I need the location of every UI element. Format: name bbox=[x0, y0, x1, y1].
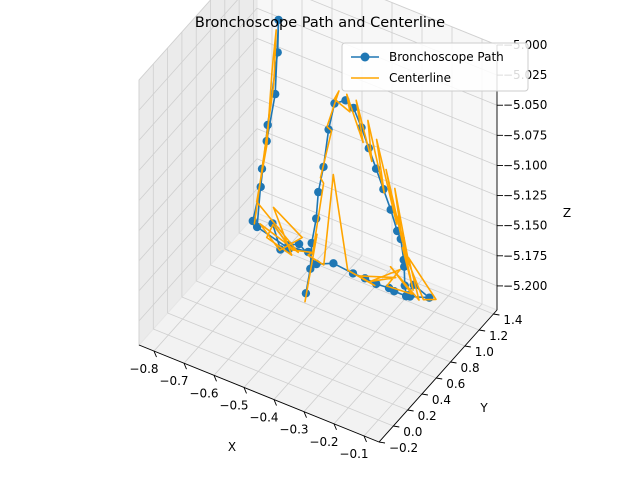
grid-x-floor-7 bbox=[363, 303, 483, 437]
grid-z-back-8 bbox=[256, 188, 498, 287]
y-tick-label-2: 0.2 bbox=[418, 409, 437, 423]
x-tick-mark-1 bbox=[183, 363, 187, 370]
grid-z-back-7 bbox=[256, 158, 498, 257]
x-tick-mark-3 bbox=[243, 387, 247, 394]
grid-x-floor-3 bbox=[243, 255, 363, 388]
x-tick-label-6: −0.2 bbox=[309, 435, 338, 449]
data-layer bbox=[248, 15, 437, 303]
x-tick-label-1: −0.7 bbox=[159, 374, 188, 388]
y-tick-mark-7 bbox=[479, 329, 486, 332]
y-tick-mark-1 bbox=[393, 425, 400, 428]
y-tick-label-8: 1.4 bbox=[503, 313, 522, 327]
z-tick-label-7: −5.175 bbox=[503, 249, 547, 263]
grid-z-left-3 bbox=[138, 38, 258, 171]
x-tick-label-3: −0.5 bbox=[219, 398, 248, 412]
grid-x-floor-4 bbox=[273, 267, 393, 400]
legend-label-bronchoscope-path: Bronchoscope Path bbox=[389, 50, 504, 64]
y-tick-mark-2 bbox=[407, 409, 414, 412]
series-0-point-44 bbox=[274, 15, 283, 25]
x-tick-mark-0 bbox=[153, 350, 157, 358]
grid-y-floor-4 bbox=[196, 280, 437, 379]
z-tick-label-4: −5.100 bbox=[503, 159, 547, 173]
y-axis-line bbox=[378, 309, 498, 443]
y-tick-mark-4 bbox=[436, 377, 443, 380]
grid-z-back-4 bbox=[256, 68, 498, 166]
legend-frame bbox=[341, 42, 529, 92]
grid-y-floor-6 bbox=[224, 248, 465, 347]
y-tick-mark-8 bbox=[493, 313, 500, 316]
x-tick-label-7: −0.1 bbox=[339, 447, 368, 461]
axis-panes bbox=[138, 0, 498, 443]
x-tick-mark-5 bbox=[303, 411, 307, 418]
grid-x-floor-5 bbox=[303, 279, 423, 412]
grid-y-floor-8 bbox=[253, 216, 494, 315]
y-tick-mark-6 bbox=[464, 345, 471, 348]
x-axis-line bbox=[138, 344, 380, 443]
y-tick-mark-3 bbox=[421, 393, 428, 396]
legend-marker-bronchoscope-path bbox=[360, 52, 370, 62]
z-tick-label-8: −5.200 bbox=[503, 279, 547, 293]
y-tick-label-7: 1.2 bbox=[489, 329, 508, 343]
grid-z-left-5 bbox=[138, 98, 258, 231]
y-tick-mark-0 bbox=[378, 441, 386, 444]
grid-z-back-0 bbox=[384, 0, 498, 46]
grid-z-left-2 bbox=[138, 7, 258, 141]
tick-labels: −0.8−0.7−0.6−0.5−0.4−0.3−0.2−0.1 −0.20.00… bbox=[129, 38, 547, 461]
grid-y-floor-1 bbox=[153, 328, 394, 427]
grid-x-floor-6 bbox=[333, 291, 453, 425]
grid-z-left-4 bbox=[138, 68, 258, 201]
grid-z-left-6 bbox=[138, 128, 258, 261]
z-axis-label: Z bbox=[563, 206, 571, 220]
grid-y-floor-5 bbox=[210, 264, 451, 363]
series-line-1 bbox=[253, 29, 437, 303]
grid-z-left-7 bbox=[138, 158, 258, 292]
series-0-point-4 bbox=[314, 187, 323, 197]
grid-z-left-1 bbox=[138, 0, 238, 111]
z-tick-label-2: −5.050 bbox=[503, 98, 547, 112]
y-tick-label-5: 0.8 bbox=[461, 361, 480, 375]
x-tick-mark-7 bbox=[363, 435, 367, 443]
legend: Bronchoscope Path Centerline bbox=[341, 42, 529, 92]
grid-y-floor-2 bbox=[167, 312, 408, 411]
z-tick-label-5: −5.125 bbox=[503, 189, 547, 203]
x-tick-label-2: −0.6 bbox=[189, 386, 218, 400]
legend-label-centerline: Centerline bbox=[389, 71, 451, 85]
series-0-point-33 bbox=[294, 239, 304, 249]
y-tick-mark-5 bbox=[450, 361, 457, 364]
y-tick-label-3: 0.4 bbox=[432, 393, 451, 407]
series-0-point-31 bbox=[329, 259, 338, 268]
y-tick-label-4: 0.6 bbox=[446, 377, 465, 391]
y-tick-label-6: 1.0 bbox=[475, 345, 494, 359]
grid-z-left-8 bbox=[138, 188, 258, 322]
y-tick-label-1: 0.0 bbox=[403, 425, 422, 439]
x-tick-label-5: −0.3 bbox=[279, 423, 308, 437]
series-0-point-40 bbox=[252, 222, 262, 232]
series-0-point-25 bbox=[402, 291, 411, 301]
x-tick-mark-6 bbox=[333, 423, 337, 430]
chart-title: Bronchoscope Path and Centerline bbox=[195, 15, 445, 31]
z-tick-label-6: −5.150 bbox=[503, 219, 547, 233]
x-axis-label: X bbox=[228, 440, 236, 454]
x-tick-label-0: −0.8 bbox=[129, 362, 158, 376]
grid-z-back-6 bbox=[256, 128, 498, 227]
grid-z-left-0 bbox=[138, 0, 212, 81]
x-tick-label-4: −0.4 bbox=[249, 411, 278, 425]
x-tick-mark-2 bbox=[213, 375, 217, 382]
grid-y-floor-3 bbox=[181, 296, 423, 395]
x-tick-mark-4 bbox=[273, 399, 277, 406]
grid-x-floor-0 bbox=[153, 218, 273, 352]
y-tick-label-0: −0.2 bbox=[389, 441, 418, 455]
z-tick-label-3: −5.075 bbox=[503, 128, 547, 142]
y-axis-label: Y bbox=[479, 401, 488, 415]
